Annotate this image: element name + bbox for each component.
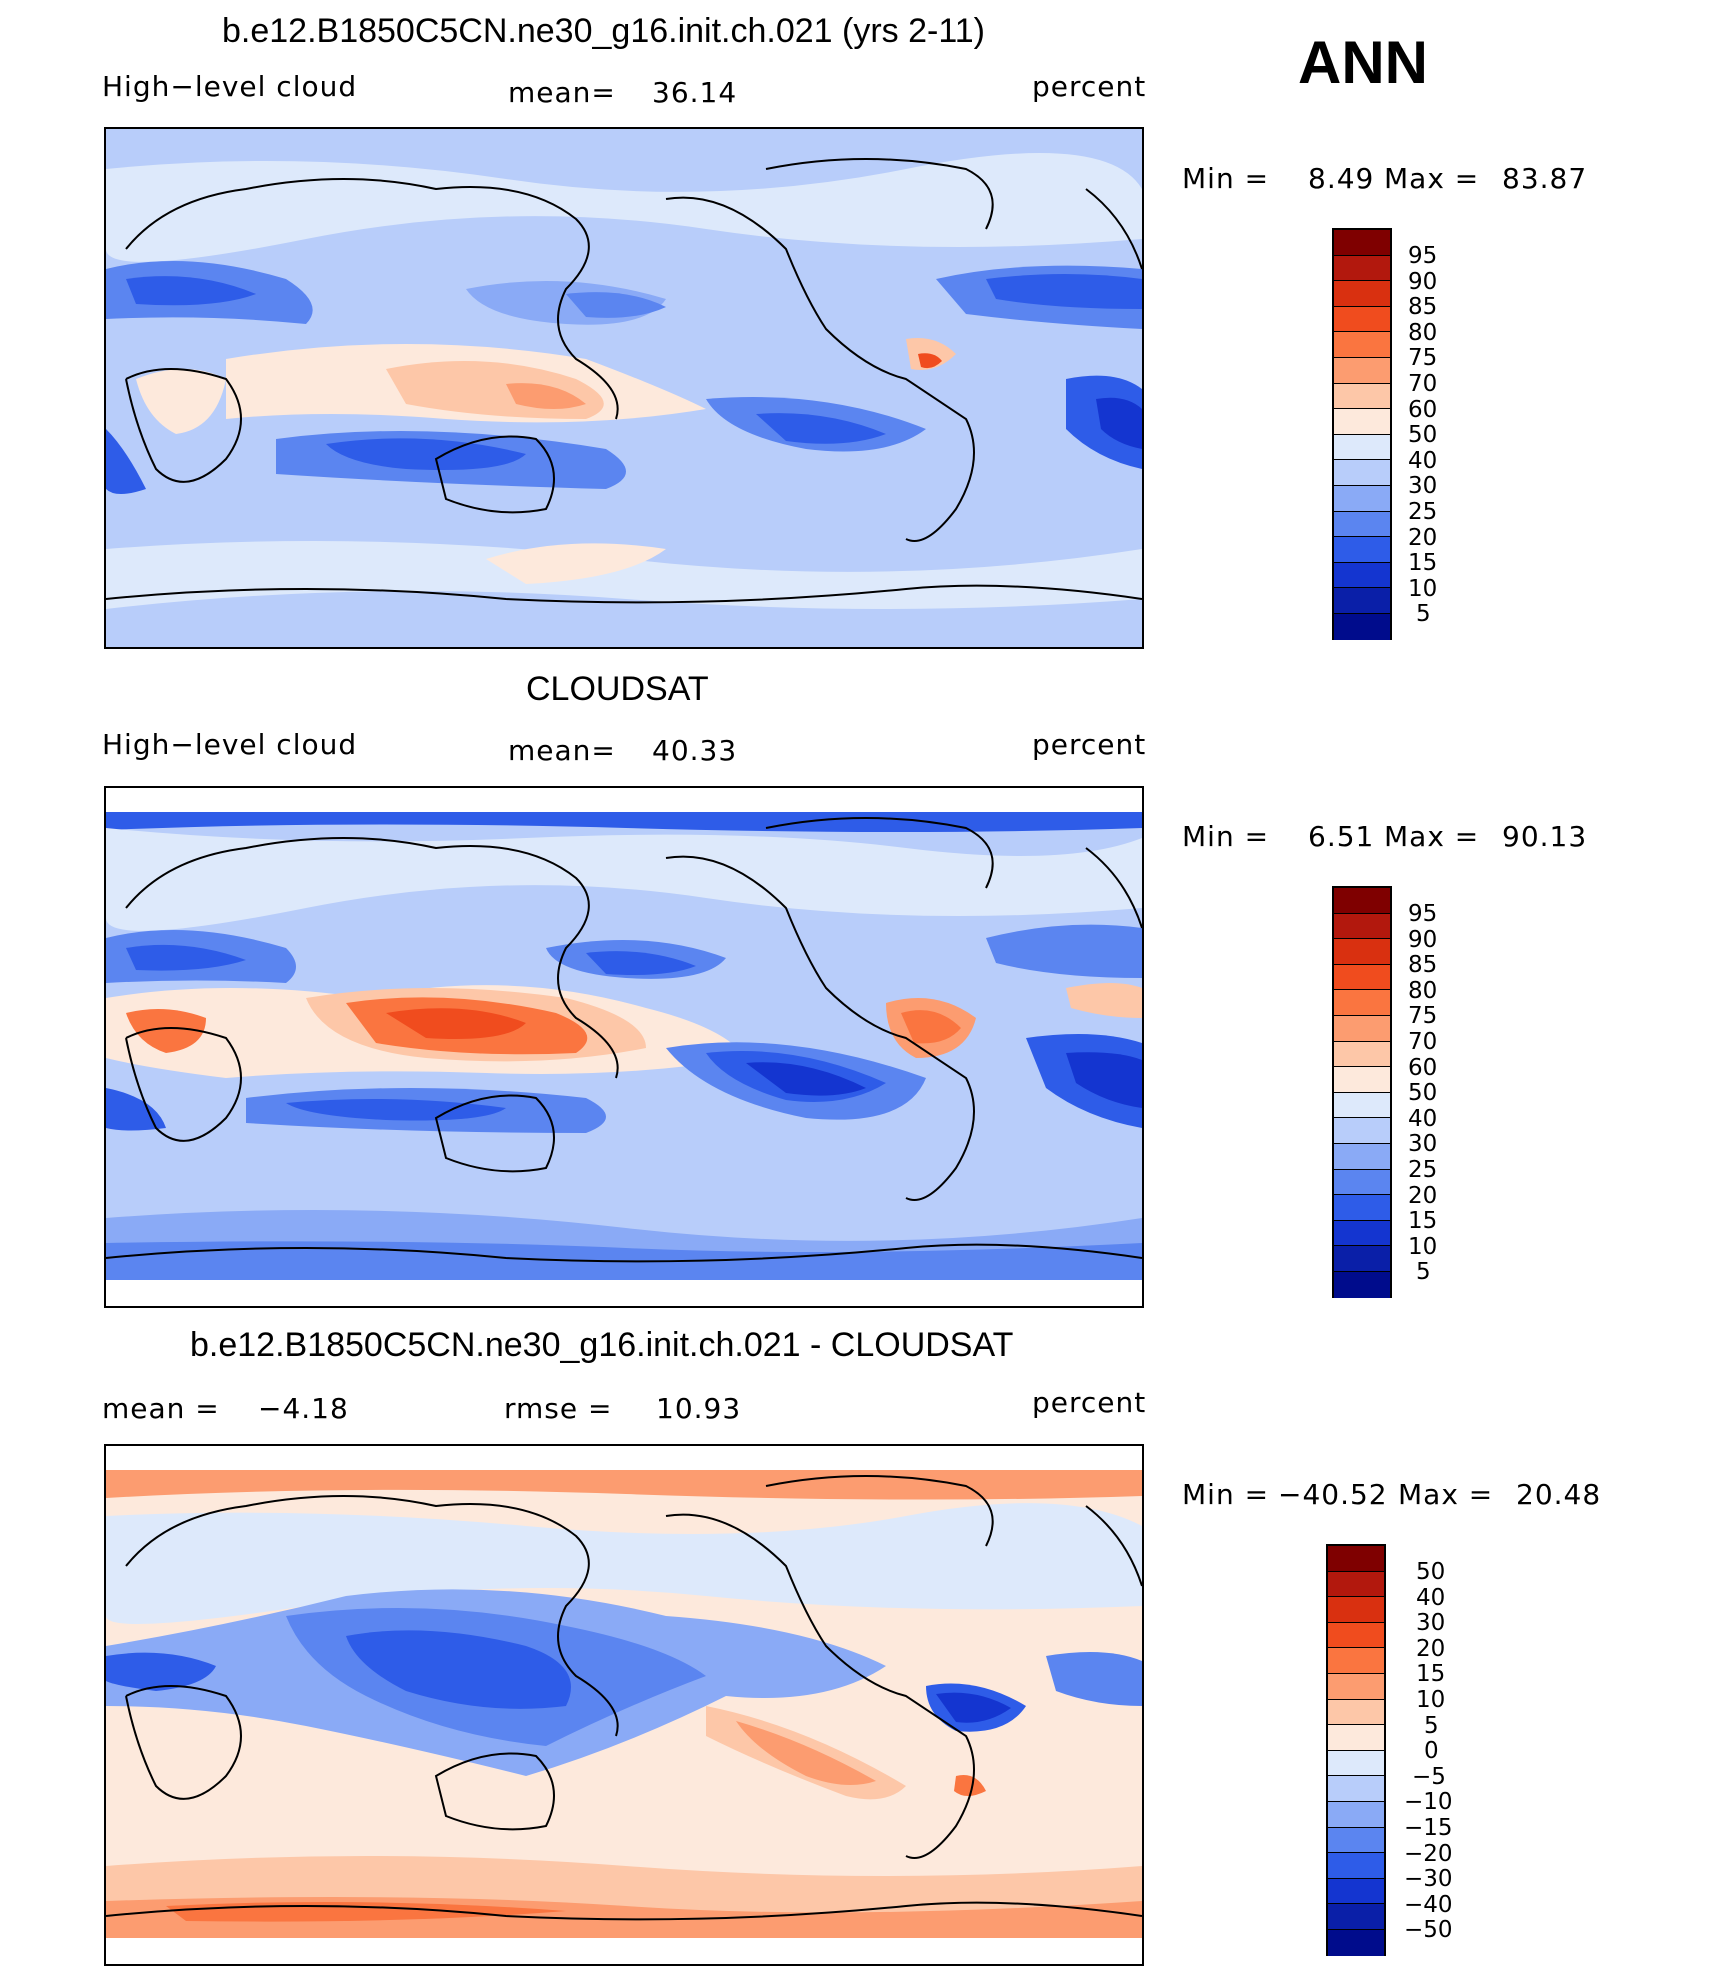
panel3-colorbar: [1326, 1544, 1386, 1956]
panel1-colorbar-tick: 70: [1408, 371, 1438, 397]
panel3-rmse-label: rmse =: [504, 1392, 613, 1425]
panel1-colorbar-tick: 75: [1408, 345, 1438, 372]
panel1-colorbar-tick: 5: [1416, 601, 1431, 628]
panel2-colorbar-tick: 50: [1408, 1080, 1438, 1107]
panel3-map: [104, 1444, 1144, 1966]
panel2-min-value: 6.51: [1308, 820, 1375, 853]
panel2-colorbar-tick: 20: [1408, 1182, 1438, 1209]
panel1-colorbar-tick: 30: [1408, 473, 1438, 500]
panel1-colorbar-tick: 40: [1408, 447, 1438, 474]
panel2-colorbar-tick: 75: [1408, 1003, 1438, 1030]
panel2-colorbar-tick: 90: [1408, 926, 1438, 953]
panel3-colorbar-tick: −20: [1404, 1840, 1453, 1867]
panel3-max-label: Max =: [1398, 1478, 1494, 1511]
panel3-min-label: Min =: [1182, 1478, 1270, 1511]
panel2-colorbar-tick: 70: [1408, 1029, 1438, 1055]
panel2-variable-label: High−level cloud: [102, 728, 358, 761]
panel2-colorbar-tick: 85: [1408, 952, 1438, 979]
panel1-map: [104, 127, 1144, 649]
panel2-colorbar-tick: 30: [1408, 1131, 1438, 1158]
panel3-colorbar-tick: 5: [1424, 1712, 1439, 1739]
panel2-colorbar-tick: 60: [1408, 1054, 1438, 1081]
panel3-min-value: −40.52: [1278, 1478, 1388, 1511]
panel2-title: CLOUDSAT: [526, 670, 709, 708]
panel2-max-value: 90.13: [1502, 820, 1588, 853]
panel3-colorbar-tick: 30: [1416, 1610, 1446, 1637]
panel2-mean-value: 40.33: [652, 734, 738, 767]
panel2-map: [104, 786, 1144, 1308]
panel1-colorbar-tick: 25: [1408, 499, 1438, 525]
panel2-colorbar-tick: 5: [1416, 1259, 1431, 1286]
panel1-colorbar-tick: 15: [1408, 550, 1438, 577]
panel2-max-label: Max =: [1384, 820, 1480, 853]
panel1-mean-value: 36.14: [652, 76, 738, 109]
panel1-variable-label: High−level cloud: [102, 70, 358, 103]
panel1-min-value: 8.49: [1308, 162, 1375, 195]
panel1-colorbar-tick: 20: [1408, 524, 1438, 551]
panel2-colorbar-tick: 40: [1408, 1105, 1438, 1132]
panel1-title: b.e12.B1850C5CN.ne30_g16.init.ch.021 (yr…: [222, 12, 985, 50]
panel1-units: percent: [1032, 70, 1147, 103]
panel1-min-label: Min =: [1182, 162, 1270, 195]
panel2-colorbar: [1332, 886, 1392, 1298]
panel2-colorbar-tick: 25: [1408, 1157, 1438, 1183]
panel1-colorbar-tick: 95: [1408, 243, 1438, 269]
panel3-max-value: 20.48: [1516, 1478, 1602, 1511]
panel3-rmse-value: 10.93: [656, 1392, 742, 1425]
panel3-colorbar-tick: 50: [1416, 1559, 1446, 1585]
panel3-colorbar-tick: 0: [1424, 1738, 1439, 1765]
panel3-units: percent: [1032, 1386, 1147, 1419]
panel2-mean-label: mean=: [508, 734, 616, 767]
panel3-colorbar-tick: 10: [1416, 1687, 1446, 1713]
panel2-colorbar-tick: 95: [1408, 901, 1438, 927]
panel3-title: b.e12.B1850C5CN.ne30_g16.init.ch.021 - C…: [190, 1326, 1014, 1364]
panel2-colorbar-tick: 15: [1408, 1208, 1438, 1235]
panel1-colorbar: [1332, 228, 1392, 640]
panel3-colorbar-tick: −30: [1404, 1866, 1453, 1893]
panel3-colorbar-tick: 40: [1416, 1584, 1446, 1611]
panel2-units: percent: [1032, 728, 1147, 761]
panel2-colorbar-tick: 10: [1408, 1233, 1438, 1260]
panel1-max-value: 83.87: [1502, 162, 1588, 195]
panel3-colorbar-tick: 20: [1416, 1635, 1446, 1662]
panel3-colorbar-tick: −5: [1412, 1763, 1446, 1790]
panel3-colorbar-tick: −10: [1404, 1789, 1453, 1816]
panel1-colorbar-tick: 10: [1408, 575, 1438, 602]
panel1-colorbar-tick: 50: [1408, 422, 1438, 449]
panel3-colorbar-tick: −40: [1404, 1891, 1453, 1918]
panel1-colorbar-tick: 90: [1408, 268, 1438, 295]
panel3-colorbar-tick: −50: [1404, 1917, 1453, 1944]
panel3-mean-value: −4.18: [258, 1392, 349, 1425]
panel1-colorbar-tick: 60: [1408, 396, 1438, 423]
panel3-colorbar-tick: −15: [1404, 1815, 1453, 1841]
panel2-min-label: Min =: [1182, 820, 1270, 853]
season-label: ANN: [1298, 29, 1428, 96]
panel1-colorbar-tick: 80: [1408, 319, 1438, 346]
panel1-colorbar-tick: 85: [1408, 294, 1438, 321]
panel3-colorbar-tick: 15: [1416, 1661, 1446, 1688]
panel1-mean-label: mean=: [508, 76, 616, 109]
panel2-colorbar-tick: 80: [1408, 977, 1438, 1004]
panel3-mean-label: mean =: [102, 1392, 220, 1425]
panel1-max-label: Max =: [1384, 162, 1480, 195]
